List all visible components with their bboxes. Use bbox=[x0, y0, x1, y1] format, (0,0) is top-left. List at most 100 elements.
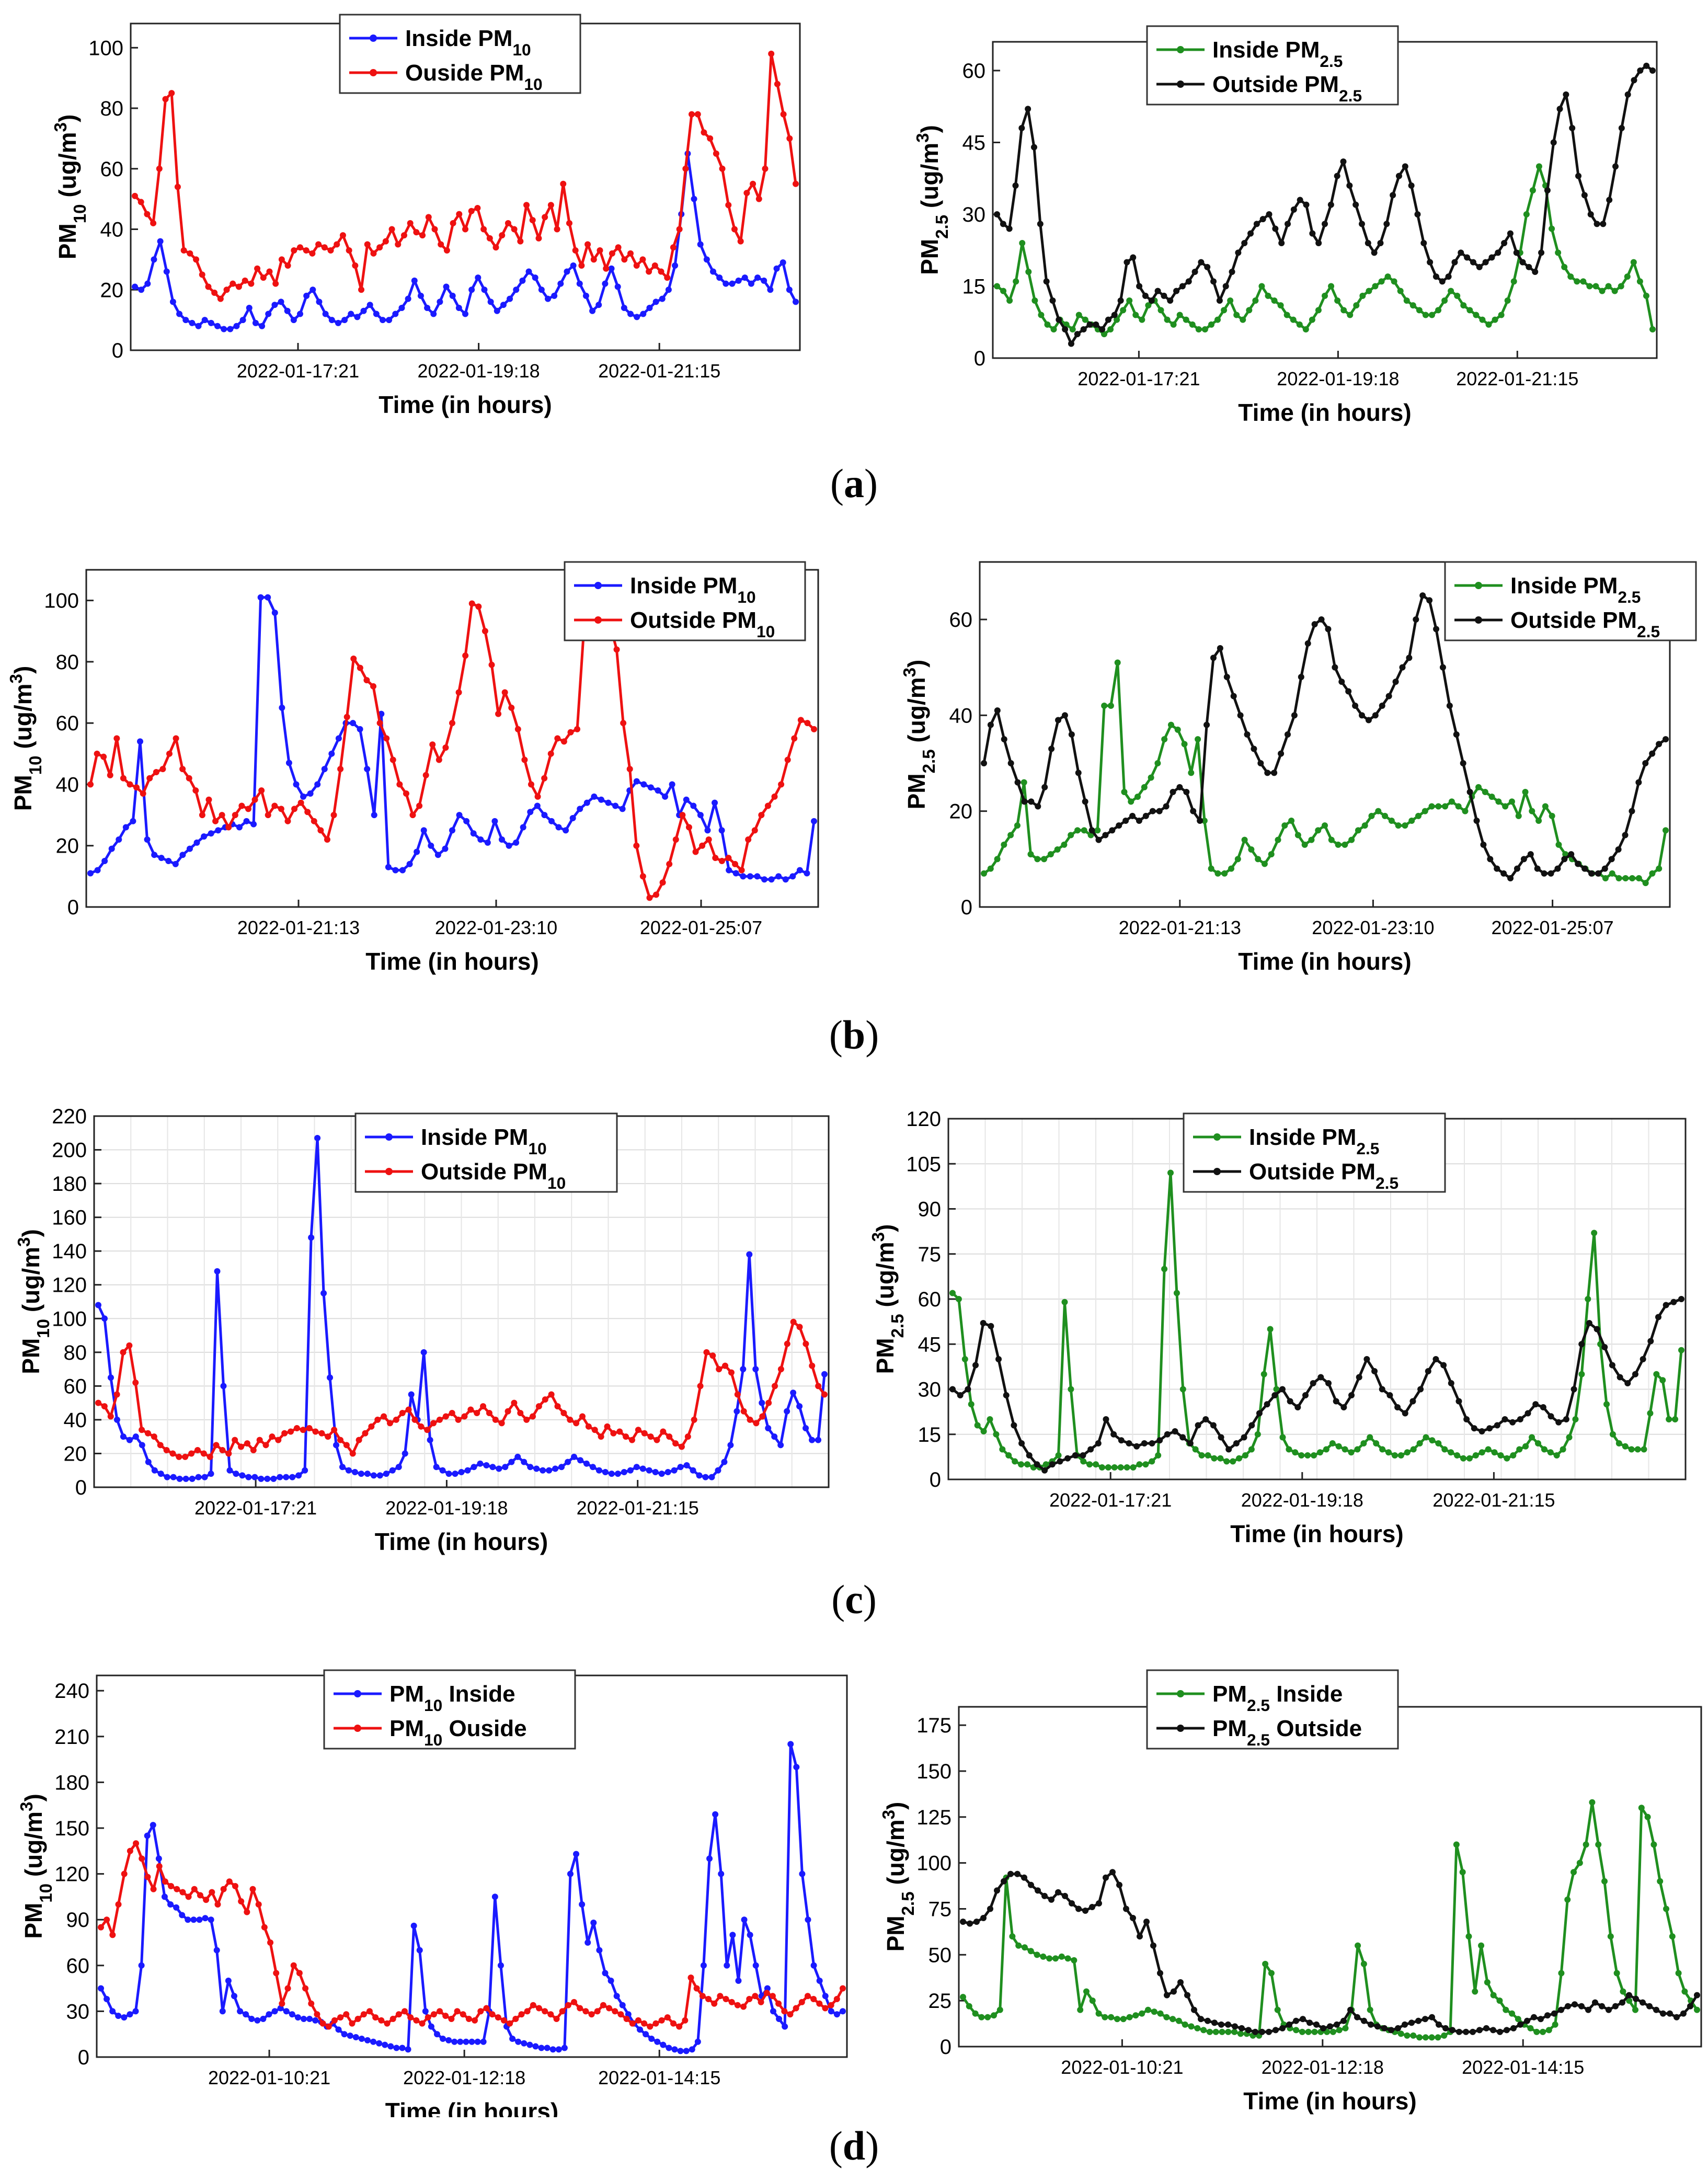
b-pm10-series-0-point bbox=[520, 824, 526, 831]
c-pm25-series-0-point bbox=[1460, 1455, 1466, 1462]
c-pm25-ytick-label: 15 bbox=[918, 1423, 942, 1446]
a-pm10-series-0-point bbox=[278, 298, 284, 305]
b-pm25-series-0-point bbox=[1047, 851, 1054, 858]
b-pm10-series-0-point bbox=[215, 827, 222, 834]
d-pm10-series-1-point bbox=[553, 2016, 560, 2022]
d-pm10-legend-marker bbox=[354, 1690, 361, 1697]
d-pm10-series-0-point bbox=[573, 1851, 580, 1857]
a-pm10-series-1-point bbox=[230, 280, 236, 287]
c-pm25-series-1-point bbox=[1072, 1452, 1079, 1459]
d-pm25-series-0-point bbox=[1465, 1933, 1472, 1940]
d-pm25-series-0-point bbox=[1496, 1997, 1503, 2004]
panel-c-pm25-chart: 0 15 30 45 60 75 90 105 120 2022-01-17:21 2022-01-… bbox=[854, 1090, 1708, 1576]
d-pm10-series-0-point bbox=[521, 2040, 528, 2047]
b-pm25-series-1-point bbox=[1109, 827, 1116, 834]
a-pm10-series-0-point bbox=[144, 280, 151, 287]
b-pm10-series-1-point bbox=[732, 860, 739, 867]
c-pm10-series-0-point bbox=[471, 1464, 477, 1471]
a-pm10-series-1-point bbox=[156, 165, 163, 172]
d-pm25-series-0-point bbox=[1669, 1933, 1676, 1940]
a-pm25-series-1-point bbox=[1210, 278, 1217, 285]
b-pm10-series-0-point bbox=[449, 827, 455, 834]
a-pm25-series-0-point bbox=[1416, 307, 1423, 314]
d-pm10-series-0-point bbox=[555, 2046, 562, 2053]
b-pm25-series-1-point bbox=[1122, 818, 1129, 824]
d-pm25-series-1-point bbox=[1279, 2025, 1286, 2031]
d-pm10-series-1-point bbox=[349, 2020, 356, 2027]
d-pm25-series-1-point bbox=[1198, 2016, 1204, 2023]
a-pm10-series-1-point bbox=[327, 247, 334, 254]
a-pm10-series-0-point bbox=[322, 311, 329, 317]
c-pm25-series-1-point bbox=[1133, 1443, 1140, 1450]
a-pm25-series-1-point bbox=[1025, 106, 1031, 112]
b-pm25-series-1-point bbox=[1163, 803, 1170, 810]
d-pm10-series-0-point bbox=[735, 1978, 742, 1984]
c-pm25-xtick-label: 2022-01-17:21 bbox=[1049, 1489, 1172, 1511]
d-pm10-series-0-point bbox=[654, 2038, 661, 2045]
d-pm25-series-1-point bbox=[1660, 2010, 1666, 2017]
d-pm25-series-1-point bbox=[1578, 2003, 1585, 2009]
a-pm25-series-1-point bbox=[1068, 340, 1074, 347]
d-pm25-series-0-point bbox=[1613, 1970, 1620, 1977]
b-pm10-series-1-point bbox=[541, 775, 548, 782]
c-pm25-series-1-point bbox=[1417, 1386, 1424, 1393]
b-pm10-series-0-point bbox=[697, 812, 704, 819]
c-pm25-series-0-point bbox=[1566, 1434, 1573, 1441]
b-pm10-series-1-point bbox=[127, 781, 133, 788]
d-pm10-series-0-point bbox=[283, 2008, 290, 2015]
b-pm25-series-0-point bbox=[1154, 760, 1161, 766]
a-pm10-series-1-point bbox=[364, 241, 371, 248]
c-pm10-series-0-point bbox=[251, 1474, 258, 1480]
b-pm25-series-0-point bbox=[1355, 827, 1361, 834]
a-pm25-series-1-point bbox=[1581, 192, 1588, 199]
c-pm10-series-0-point bbox=[639, 1465, 646, 1472]
a-pm25-series-0-point bbox=[1031, 297, 1038, 304]
a-pm10-series-0-point bbox=[443, 283, 450, 290]
b-pm10-series-1-point bbox=[271, 802, 278, 809]
b-pm25-series-0-point bbox=[1495, 798, 1502, 805]
a-pm25-series-1-point bbox=[1093, 321, 1099, 328]
d-pm10-series-0-point bbox=[196, 1916, 203, 1923]
c-pm10-series-0-point bbox=[502, 1464, 509, 1471]
c-pm10-series-0-point bbox=[182, 1475, 189, 1482]
d-pm10-series-0-point bbox=[712, 1811, 719, 1818]
d-pm25-plot-frame bbox=[958, 1706, 1702, 2048]
b-pm10-series-1-point bbox=[791, 735, 798, 742]
a-pm10-series-0-point bbox=[259, 323, 266, 329]
b-pm25-ytick-label: 40 bbox=[949, 704, 973, 727]
d-pm25-series-0-point bbox=[1589, 1799, 1596, 1806]
b-pm25-series-0-point bbox=[1021, 779, 1027, 786]
d-pm10-series-0-point bbox=[399, 2045, 406, 2051]
a-pm25-legend-label: Outside PM2.5 bbox=[1212, 72, 1362, 105]
caption-b: (b) bbox=[829, 1012, 879, 1058]
a-pm10-series-0-point bbox=[169, 298, 176, 305]
b-pm10-series-0-point bbox=[534, 802, 541, 809]
b-pm10-series-0-point bbox=[726, 867, 732, 874]
c-pm25-series-0-point bbox=[1529, 1434, 1535, 1441]
b-pm10-series-1-point bbox=[199, 812, 205, 819]
a-pm10-series-0-point bbox=[780, 259, 786, 266]
c-pm10-series-1-point bbox=[759, 1413, 766, 1420]
b-pm25-series-1-point bbox=[1561, 856, 1568, 863]
d-pm25-series-0-point bbox=[1058, 1953, 1065, 1960]
a-pm10-series-1-point bbox=[719, 165, 726, 172]
a-pm10-series-1-point bbox=[291, 247, 297, 254]
a-pm25-series-1-point bbox=[1346, 182, 1353, 189]
b-pm10-series-1-point bbox=[422, 772, 429, 778]
a-pm25-series-1-point bbox=[1420, 240, 1427, 246]
b-pm10-series-1-point bbox=[679, 812, 686, 819]
a-pm25-series-1-point bbox=[1526, 263, 1532, 270]
b-pm25-series-0-point bbox=[1208, 865, 1214, 872]
c-pm10-series-1-point bbox=[107, 1413, 114, 1420]
c-pm10-series-0-point bbox=[696, 1472, 703, 1479]
a-pm10-series-1-point bbox=[284, 262, 291, 269]
d-pm25-ytick-label: 50 bbox=[928, 1944, 952, 1967]
a-pm10-series-1-point bbox=[615, 244, 622, 251]
c-pm25-series-0-point bbox=[1466, 1455, 1473, 1462]
a-pm10-series-1-point bbox=[144, 211, 151, 217]
d-pm25-series-1-point bbox=[1109, 1869, 1116, 1876]
b-pm25-series-0-point bbox=[1368, 812, 1375, 819]
b-pm10-series-1-point bbox=[304, 809, 311, 816]
b-pm25-series-0-point bbox=[1361, 822, 1368, 829]
b-pm10-series-0-point bbox=[491, 818, 498, 824]
